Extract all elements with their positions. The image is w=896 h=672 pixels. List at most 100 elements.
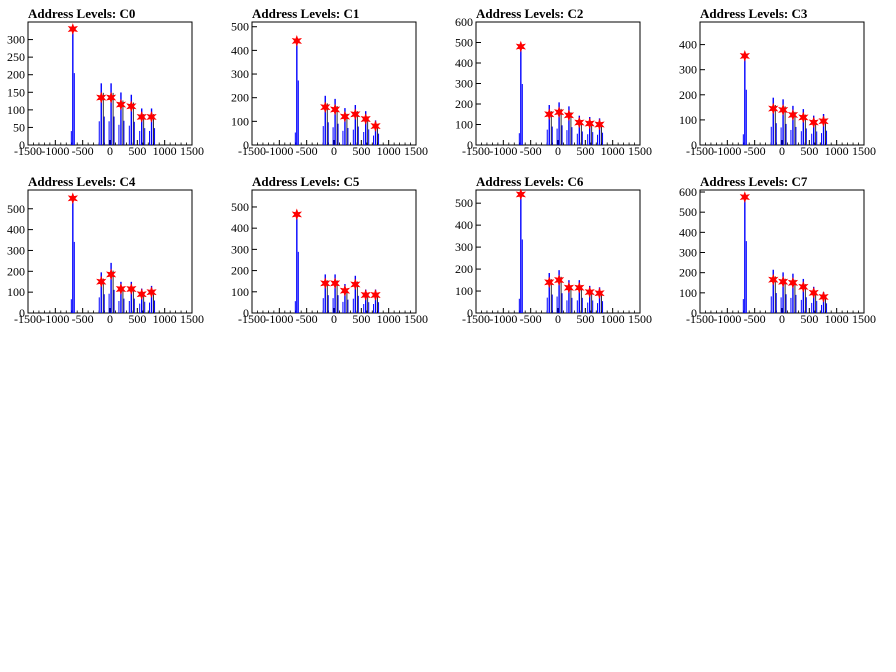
x-tick-label: -1000 <box>489 144 517 158</box>
peak-marker <box>808 116 819 129</box>
peak-marker <box>339 284 351 297</box>
chart-title: Address Levels: C6 <box>476 174 584 189</box>
chart-panel-c5: Address Levels: C5 -1500 -1000 -500 0 500 1000… <box>224 168 448 336</box>
peak-marker <box>67 192 78 205</box>
peak-marker <box>594 118 605 131</box>
chart-svg-c1: Address Levels: C1-1500 -1000 -500 0 500 1000… <box>231 6 428 158</box>
y-tick-label: 600 <box>679 185 697 199</box>
peak-marker <box>584 286 595 298</box>
x-tick-label: 1500 <box>404 144 428 158</box>
chart-panel-c6: Address Levels: C6 -1500 -1000 -500 0 500 1000… <box>448 168 672 336</box>
y-tick-label: 0 <box>19 306 25 320</box>
peak-marker <box>320 101 331 114</box>
peak-marker <box>126 283 137 295</box>
y-tick-label: 100 <box>7 285 25 299</box>
y-tick-label: 100 <box>231 114 249 128</box>
peak-marker <box>146 111 157 123</box>
x-tick-label: -1500 <box>238 312 266 326</box>
plot-frame <box>699 189 865 314</box>
peak-marker <box>594 287 605 300</box>
x-tick-label: 1500 <box>628 144 652 158</box>
peak-marker <box>330 277 341 290</box>
x-tick-label: 0 <box>555 144 561 158</box>
x-tick-label: 500 <box>800 312 818 326</box>
x-tick-label: -500 <box>744 312 766 326</box>
y-tick-label: 250 <box>7 50 25 64</box>
y-tick-label: 0 <box>243 306 249 320</box>
x-tick-label: 1500 <box>852 144 876 158</box>
y-tick-label: 100 <box>231 285 249 299</box>
chart-panel-c7: Address Levels: C7 -1500 -1000 -500 0 500 1000… <box>672 168 896 336</box>
histogram-peak <box>70 29 75 145</box>
peak-marker <box>291 208 302 221</box>
x-tick-label: 1500 <box>404 312 428 326</box>
y-tick-label: 0 <box>467 306 473 320</box>
peak-marker <box>739 191 750 203</box>
chart-svg-c0: Address Levels: C0-1500 -1000 -500 0 500 1000… <box>7 6 204 158</box>
y-tick-label: 400 <box>231 43 249 57</box>
peak-marker <box>818 115 829 128</box>
peak-marker <box>136 111 147 123</box>
x-tick-label: -500 <box>72 144 94 158</box>
peak-marker <box>554 106 565 119</box>
y-tick-label: 100 <box>679 113 697 127</box>
x-tick-label: -1500 <box>462 144 490 158</box>
histogram-peak <box>98 83 105 145</box>
peak-marker <box>291 35 302 47</box>
plot-frame <box>475 189 641 314</box>
y-tick-label: 100 <box>455 118 473 132</box>
x-tick-label: 500 <box>352 144 370 158</box>
peak-marker <box>563 281 575 294</box>
peak-marker <box>768 102 779 115</box>
y-tick-label: 400 <box>679 38 697 52</box>
chart-grid: Address Levels: C0 -1500 -1000 -500 0 500 1000… <box>7 0 896 336</box>
histogram-peak <box>742 197 747 313</box>
peak-marker <box>798 111 809 124</box>
chart-title: Address Levels: C4 <box>28 174 136 189</box>
x-tick-label: -500 <box>72 312 94 326</box>
peak-marker <box>67 23 78 35</box>
y-tick-label: 400 <box>7 223 25 237</box>
x-tick-label: 500 <box>128 144 146 158</box>
chart-panel-c3: Address Levels: C3 -1500 -1000 -500 0 500 1000… <box>672 0 896 168</box>
chart-panel-c2: Address Levels: C2 -1500 -1000 -500 0 500 1000… <box>448 0 672 168</box>
chart-svg-c2: Address Levels: C2-1500 -1000 -500 0 500 1000… <box>455 6 652 158</box>
chart-svg-c3: Address Levels: C3-1500 -1000 -500 0 500 1000… <box>679 6 876 158</box>
peak-marker <box>146 286 157 299</box>
peak-marker <box>126 100 137 113</box>
y-tick-label: 300 <box>231 67 249 81</box>
peak-marker <box>787 109 799 121</box>
chart-svg-c5: Address Levels: C5-1500 -1000 -500 0 500 1000… <box>231 174 428 326</box>
chart-title: Address Levels: C0 <box>28 6 135 21</box>
plot-frame <box>251 189 417 314</box>
y-tick-label: 600 <box>455 15 473 29</box>
x-tick-label: 0 <box>555 312 561 326</box>
x-tick-label: 1500 <box>628 312 652 326</box>
x-tick-label: 0 <box>779 312 785 326</box>
x-tick-label: 1000 <box>825 312 849 326</box>
y-tick-label: 200 <box>455 262 473 276</box>
chart-svg-c4: Address Levels: C4-1500 -1000 -500 0 500 1000… <box>7 174 204 326</box>
x-tick-label: -1000 <box>713 312 741 326</box>
x-tick-label: 1500 <box>180 312 204 326</box>
peak-marker <box>350 108 361 121</box>
chart-title: Address Levels: C3 <box>700 6 808 21</box>
y-tick-label: 500 <box>455 196 473 210</box>
x-tick-label: -500 <box>520 144 542 158</box>
y-tick-label: 500 <box>7 202 25 216</box>
x-tick-label: -500 <box>520 312 542 326</box>
y-tick-label: 200 <box>231 91 249 105</box>
x-tick-label: 1000 <box>153 312 177 326</box>
y-tick-label: 200 <box>679 266 697 280</box>
x-tick-label: -1000 <box>265 312 293 326</box>
y-tick-label: 0 <box>467 138 473 152</box>
plot-frame <box>699 21 865 146</box>
y-tick-label: 0 <box>691 306 697 320</box>
plot-frame <box>251 21 417 146</box>
x-tick-label: 1000 <box>601 312 625 326</box>
y-tick-label: 200 <box>455 97 473 111</box>
y-tick-label: 100 <box>455 284 473 298</box>
chart-title: Address Levels: C7 <box>700 174 808 189</box>
x-tick-label: -1500 <box>462 312 490 326</box>
histogram-peak <box>108 262 115 313</box>
